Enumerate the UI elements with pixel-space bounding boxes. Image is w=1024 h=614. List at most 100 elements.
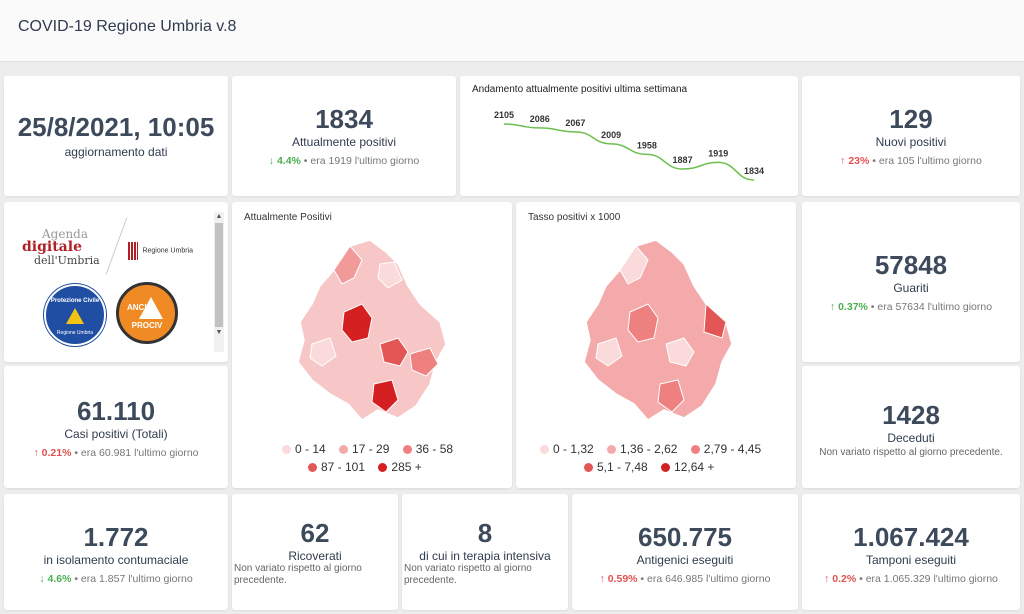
map-district-a [619, 245, 649, 285]
terapia-note: Non variato rispetto al giorno precedent… [404, 563, 532, 586]
trend-data-label: 2105 [494, 110, 514, 120]
nuovi-card: 129 Nuovi positivi ↑ 23% • era 105 l'ult… [802, 76, 1020, 196]
agenda-line1: Agenda [42, 227, 89, 241]
trend-data-label: 1919 [708, 148, 728, 158]
guariti-delta: ↑ 0.37% • era 57634 l'ultimo giorno [802, 301, 1020, 313]
isolamento-card: 1.772 in isolamento contumaciale ↓ 4.6% … [4, 494, 228, 610]
isolamento-value: 1.772 [83, 522, 149, 552]
legend-item: 285 + [378, 460, 422, 474]
ricoverati-label: Ricoverati [288, 549, 342, 563]
trend-data-label: 2086 [530, 114, 550, 124]
legend-item: 17 - 29 [339, 442, 389, 456]
trend-title: Andamento attualmente positivi ultima se… [472, 84, 688, 95]
antigenici-delta: ↑ 0.59% • era 646.985 l'ultimo giorno [572, 573, 798, 585]
tamponi-note: • era 1.065.329 l'ultimo giorno [859, 573, 998, 585]
casi-pct: 0.21% [41, 447, 72, 459]
protezione-civile-text: Protezione Civile [50, 298, 100, 304]
arrow-up-icon: ↑ [829, 301, 836, 313]
update-datetime: 25/8/2021, 10:05 [17, 112, 215, 142]
casi-note: • era 60.981 l'ultimo giorno [74, 447, 199, 459]
terapia-card: 8 di cui in terapia intensiva Non variat… [402, 494, 568, 610]
legend-dot-icon [402, 445, 412, 455]
scroll-up-icon[interactable]: ▲ [215, 213, 223, 220]
legend-item: 0 - 14 [282, 442, 326, 456]
nuovi-pct: 23% [848, 155, 870, 167]
antigenici-label: Antigenici eseguiti [636, 553, 734, 567]
terapia-value: 8 [477, 518, 493, 548]
nuovi-label: Nuovi positivi [875, 135, 947, 149]
casi-label: Casi positivi (Totali) [64, 427, 168, 441]
agenda-line3: dell'Umbria [34, 254, 100, 267]
umbria-tasso-map [583, 239, 733, 421]
legend-dot-icon [661, 463, 671, 473]
arrow-up-icon: ↑ [33, 447, 39, 459]
trend-card: Andamento attualmente positivi ultima se… [460, 76, 798, 196]
map-region-shape [297, 239, 447, 421]
legend-item: 87 - 101 [308, 460, 365, 474]
prociv-text: PROCIV [131, 321, 163, 330]
trend-data-label: 1834 [744, 166, 764, 176]
ricoverati-value: 62 [300, 518, 330, 548]
positivi-card: 1834 Attualmente positivi ↓ 4.4% • era 1… [232, 76, 456, 196]
tamponi-value: 1.067.424 [853, 522, 969, 552]
legend-dot-icon [339, 445, 349, 455]
protezione-triangle-icon [66, 308, 84, 324]
guariti-pct: 0.37% [838, 301, 868, 313]
isolamento-pct: 4.6% [47, 573, 72, 585]
arrow-up-icon: ↑ [824, 573, 830, 585]
arrow-down-icon: ↓ [268, 155, 275, 167]
trend-line-chart: 2105 2086 2067 2009 1958 1887 1919 1834 [494, 110, 764, 181]
positivi-value: 1834 [315, 104, 373, 134]
map-tasso-card: Tasso positivi x 1000 0 - 1,32 1,36 - 2,… [516, 202, 796, 488]
agenda-digitale-logo: Agenda digitale dell'Umbria [22, 227, 102, 268]
trend-data-label: 1887 [673, 155, 693, 165]
map-positivi-legend: 0 - 14 17 - 29 36 - 58 87 - 101 285 + [282, 442, 482, 474]
map-positivi-card: Attualmente Positivi 0 - 14 17 - 29 36 -… [232, 202, 512, 488]
antigenici-note: • era 646.985 l'ultimo giorno [640, 573, 771, 585]
deceduti-card: 1428 Deceduti Non variato rispetto al gi… [802, 366, 1020, 488]
deceduti-value: 1428 [882, 400, 940, 430]
protezione-civile-sub: Regione Umbria [56, 330, 94, 336]
legend-item: 2,79 - 4,45 [690, 442, 761, 456]
update-card: 25/8/2021, 10:05 aggiornamento dati [4, 76, 228, 196]
arrow-up-icon: ↑ [840, 155, 846, 167]
legend-dot-icon [540, 445, 549, 455]
guariti-value: 57848 [874, 250, 948, 280]
anci-mountain-icon [139, 297, 163, 319]
logos-card: Agenda digitale dell'Umbria Regione Umbr… [4, 202, 228, 362]
terapia-label: di cui in terapia intensiva [419, 549, 551, 563]
positivi-pct: 4.4% [276, 155, 301, 167]
scrollbar-thumb[interactable] [215, 223, 223, 327]
legend-dot-icon [282, 445, 291, 455]
deceduti-note: Non variato rispetto al giorno precedent… [819, 447, 1003, 458]
deceduti-label: Deceduti [887, 431, 935, 445]
anci-text: ANCI [127, 303, 147, 312]
map-district-c [703, 302, 727, 339]
map-tasso-title: Tasso positivi x 1000 [528, 212, 621, 223]
map-positivi-title: Attualmente Positivi [244, 212, 332, 223]
regione-umbria-logo: Regione Umbria [128, 242, 193, 260]
legend-dot-icon [308, 463, 317, 473]
ricoverati-card: 62 Ricoverati Non variato rispetto al gi… [232, 494, 398, 610]
tamponi-pct: 0.2% [832, 573, 857, 585]
regione-umbria-icon [128, 242, 138, 260]
casi-delta: ↑ 0.21% • era 60.981 l'ultimo giorno [4, 447, 228, 459]
isolamento-delta: ↓ 4.6% • era 1.857 l'ultimo giorno [4, 573, 228, 585]
legend-item: 0 - 1,32 [540, 442, 594, 456]
guariti-card: 57848 Guariti ↑ 0.37% • era 57634 l'ulti… [802, 202, 1020, 362]
map-district-e [409, 347, 439, 377]
map-district-d [371, 379, 399, 413]
map-district-c [379, 337, 409, 367]
guariti-label: Guariti [893, 281, 929, 295]
app-title: COVID-19 Regione Umbria v.8 [18, 18, 237, 35]
map-district-f [309, 337, 337, 367]
nuovi-note: • era 105 l'ultimo giorno [872, 155, 982, 167]
umbria-positivi-map [297, 239, 447, 421]
antigenici-card: 650.775 Antigenici eseguiti ↑ 0.59% • er… [572, 494, 798, 610]
isolamento-note: • era 1.857 l'ultimo giorno [74, 573, 193, 585]
map-district-d [657, 379, 685, 413]
logos-scrollbar[interactable]: ▲ ▼ [214, 212, 224, 352]
isolamento-label: in isolamento contumaciale [43, 553, 189, 567]
guariti-note: • era 57634 l'ultimo giorno [870, 301, 993, 313]
scroll-down-icon[interactable]: ▼ [215, 329, 223, 336]
